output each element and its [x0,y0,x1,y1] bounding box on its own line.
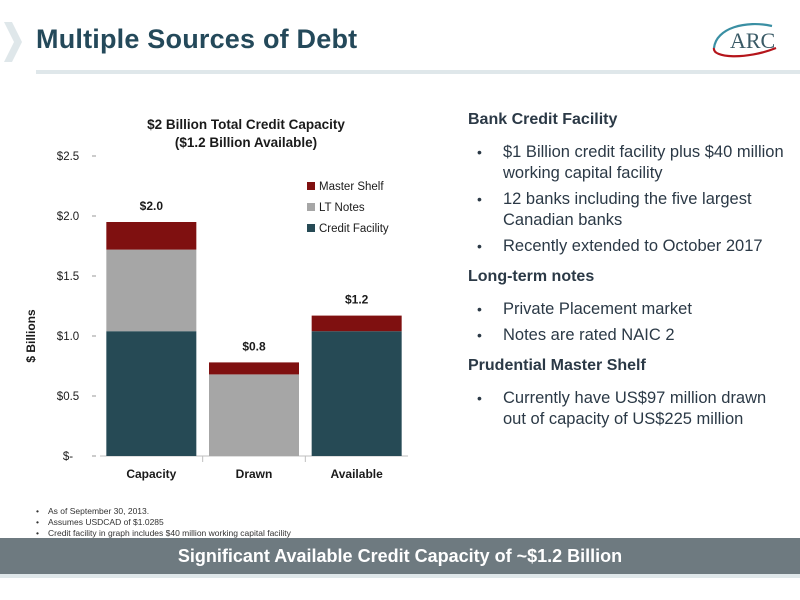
bullet-icon: • [477,144,482,160]
bullet-icon: • [477,301,482,317]
page-title: Multiple Sources of Debt [36,24,358,54]
bar-segment [311,331,402,456]
y-tick-label: $- [63,451,73,463]
bar-segment [106,249,197,332]
y-tick-label: $1.0 [57,331,79,343]
list-item-text: Currently have US$97 million drawn out o… [503,389,767,428]
bar-segment [209,362,299,375]
bullet-icon: • [477,390,482,406]
footnote-text: Assumes USDCAD of $1.0285 [48,517,164,527]
info-panel: Bank Credit Facility • $1 Billion credit … [468,110,788,438]
chart-title: $2 Billion Total Credit Capacity [147,117,345,132]
bar-total-label: $1.2 [345,293,369,307]
bar-total-label: $0.8 [242,339,266,353]
legend-swatch [307,182,315,190]
bullet-icon: • [477,238,482,254]
list-item-text: $1 Billion credit facility plus $40 mill… [503,143,784,182]
bar-segment [106,331,197,456]
list-item: • Recently extended to October 2017 [468,236,788,257]
x-tick-label: Available [331,467,384,481]
bullet-icon: • [36,517,39,527]
bar-segment [311,315,402,332]
bar-segment [209,374,299,456]
y-tick-label: $2.5 [57,151,79,163]
footnote: • As of September 30, 2013. [36,506,536,517]
list-item: • 12 banks including the five largest Can… [468,189,788,231]
footnote: • Credit facility in graph includes $40 m… [36,528,536,539]
bullet-icon: • [477,327,482,343]
list-item-text: Notes are rated NAIC 2 [503,326,675,344]
section-heading-long-term-notes: Long-term notes [468,268,595,285]
footnote-text: As of September 30, 2013. [48,506,150,516]
arc-logo: ARC [712,22,777,58]
bar-segment [106,222,197,250]
bullet-icon: • [36,506,39,516]
y-tick-label: $0.5 [57,391,79,403]
list-item: • Notes are rated NAIC 2 [468,325,788,346]
footnote-text: Credit facility in graph includes $40 mi… [48,528,291,538]
bottom-divider [0,574,800,578]
section-heading-bank-credit: Bank Credit Facility [468,111,618,128]
x-tick-label: Capacity [126,467,176,481]
title-divider [36,70,800,74]
list-item-text: Private Placement market [503,300,692,318]
list-item: • $1 Billion credit facility plus $40 mil… [468,142,788,184]
list-item: • Private Placement market [468,299,788,320]
bullet-icon: • [36,528,39,538]
list-item-text: 12 banks including the five largest Cana… [503,190,752,229]
x-tick-label: Drawn [236,467,273,481]
footnote: • Assumes USDCAD of $1.0285 [36,517,536,528]
y-tick-label: $2.0 [57,211,79,223]
legend-label: Credit Facility [319,223,389,235]
chart-subtitle: ($1.2 Billion Available) [175,135,317,150]
bar-total-label: $2.0 [140,199,164,213]
chevron-icon [4,22,22,62]
footnotes: • As of September 30, 2013. • Assumes USDC… [36,506,536,539]
credit-capacity-chart: $2 Billion Total Credit Capacity ($1.2 B… [24,117,408,481]
y-tick-label: $1.5 [57,271,79,283]
legend-swatch [307,203,315,211]
legend-label: Master Shelf [319,181,384,193]
list-item-text: Recently extended to October 2017 [503,237,763,255]
bullet-icon: • [477,191,482,207]
list-item: • Currently have US$97 million drawn out … [468,388,788,430]
section-heading-master-shelf: Prudential Master Shelf [468,357,646,374]
logo-text: ARC [730,28,775,53]
y-axis-label: $ Billions [24,309,38,363]
legend-swatch [307,224,315,232]
legend-label: LT Notes [319,202,365,214]
summary-banner: Significant Available Credit Capacity of… [0,538,800,574]
